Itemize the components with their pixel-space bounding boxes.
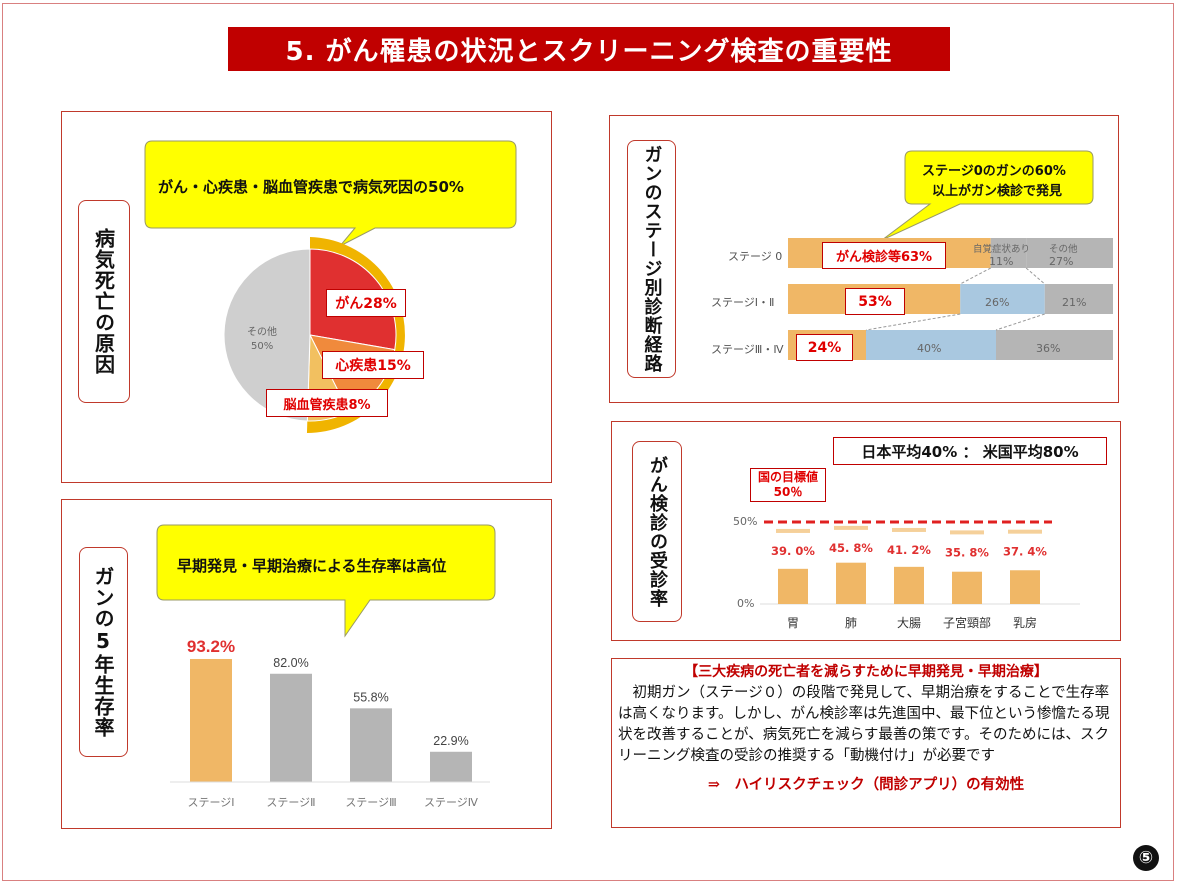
stage-r2-self-pct: 40%	[917, 342, 942, 355]
screening-bar-cap-0	[776, 528, 810, 533]
screening-bar-4	[1010, 570, 1040, 604]
pie-other-name: その他	[247, 327, 277, 338]
stage-bar-r0-other	[1026, 238, 1113, 268]
target-label-line1: 国の目標値	[757, 470, 818, 484]
stage-bar-r1-self	[960, 284, 1045, 314]
stage-r1-self-pct: 26%	[985, 296, 1010, 309]
stage-r2-other-pct: 36%	[1036, 342, 1061, 355]
screening-category-label-0: 胃	[787, 616, 799, 630]
stage-route-callout-shape	[881, 150, 1094, 241]
stage-header-self: 自覚症状あり	[973, 244, 1031, 255]
stage-connector-r1-0	[865, 313, 961, 331]
stage-row-2-label: ステージⅢ・Ⅳ	[711, 343, 784, 356]
survival-bar-2	[350, 708, 392, 782]
screening-value-label-3: 35. 8%	[945, 545, 989, 559]
target-label-box: 国の目標値 50％	[750, 468, 826, 502]
stage-connector-r0-0	[960, 267, 991, 285]
screening-value-label-2: 41. 2%	[887, 543, 931, 557]
stage-row-0-label: ステージ 0	[728, 250, 783, 263]
target-label-line2: 50％	[773, 485, 803, 499]
death-cause-callout-text: がん・心疾患・脳血管疾患で病気死因の50%	[158, 178, 464, 196]
survival-bar-1	[270, 673, 312, 782]
summary-heading: 【三大疾病の死亡者を減らすために早期発見・早期治療】	[684, 664, 1048, 680]
page-title: 5. がん罹患の状況とスクリーニング検査の重要性	[228, 27, 950, 71]
screening-category-label-1: 肺	[845, 616, 857, 630]
screening-bar-cap-4	[1008, 529, 1042, 534]
screening-category-label-2: 大腸	[897, 616, 921, 630]
death-cause-side-label-text: 病気死亡の原因	[91, 228, 116, 375]
stage-header-self-pct: 11%	[989, 255, 1014, 268]
stage-row-1-label: ステージⅠ・Ⅱ	[711, 296, 775, 309]
survival-category-label-0: ステージⅠ	[187, 796, 234, 809]
stage-bar-r2-self	[866, 330, 996, 360]
screening-bar-cap-1	[834, 525, 868, 530]
screening-ytick-50: 50%	[733, 515, 758, 528]
screening-bar-cap-3	[950, 530, 984, 535]
survival-category-label-3: ステージⅣ	[424, 796, 479, 809]
summary-body: 初期ガン（ステージ０）の段階で発見して、早期治療をすることで生存率は高くなります…	[618, 685, 1110, 764]
survival-callout-text: 早期発見・早期治療による生存率は高位	[177, 557, 447, 575]
survival-side-label-text: ガンの5年生存率	[91, 566, 115, 738]
screening-value-label-4: 37. 4%	[1003, 545, 1047, 559]
pie-brain-label: 脳血管疾患8%	[266, 389, 388, 417]
screening-rate-header: 日本平均40% ： 米国平均80%	[833, 437, 1107, 465]
pie-cancer-label: がん28%	[326, 289, 406, 317]
stage-bar-r0-self	[990, 238, 1027, 268]
stage-bar-r1-other	[1044, 284, 1113, 314]
screening-rate-side-label: がん検診の受診率	[632, 441, 682, 622]
screening-bar-3	[952, 571, 982, 604]
page-number-badge: ⑤	[1133, 845, 1159, 871]
stage-route-side-label: ガンのステージ別診断経路	[627, 140, 676, 378]
survival-bar-3	[430, 751, 472, 782]
screening-category-label-3: 子宮頸部	[943, 615, 991, 630]
screening-ytick-0: 0%	[737, 597, 755, 610]
stage-header-other-pct: 27%	[1049, 255, 1074, 268]
stage-r1-other-pct: 21%	[1062, 296, 1087, 309]
stage-r0-screen-label: がん検診等63%	[822, 242, 946, 269]
survival-bar-0	[190, 658, 232, 782]
survival-category-label-1: ステージⅡ	[266, 796, 315, 809]
screening-bar-0	[778, 568, 808, 604]
screening-bar-1	[836, 562, 866, 604]
death-cause-callout-shape	[144, 140, 517, 247]
screening-rate-bar-chart: 39. 0% 胃 45. 8% 肺 41. 2% 大腸 35. 8% 子宮頸部 37. 4% 乳房	[760, 520, 1080, 630]
screening-bar-2	[894, 566, 924, 604]
screening-rate-side-label-text: がん検診の受診率	[647, 455, 668, 608]
screening-value-label-1: 45. 8%	[829, 541, 873, 555]
survival-value-label-0: 93.2%	[187, 640, 235, 656]
stage-route-callout-line1: ステージ0のガンの60%	[922, 164, 1066, 179]
stage-r2-screen-label: 24%	[796, 334, 853, 361]
pie-heart-label: 心疾患15%	[322, 351, 424, 379]
summary-note: 【三大疾病の死亡者を減らすために早期発見・早期治療】 初期ガン（ステージ０）の段…	[611, 658, 1121, 828]
screening-value-label-0: 39. 0%	[771, 544, 815, 558]
survival-value-label-3: 22.9%	[433, 734, 468, 748]
stage-connector-r0-1	[1025, 267, 1046, 285]
survival-side-label: ガンの5年生存率	[79, 547, 128, 757]
stage-route-side-label-text: ガンのステージ別診断経路	[641, 145, 663, 373]
stage-r1-screen-label: 53%	[845, 288, 905, 315]
screening-category-label-4: 乳房	[1013, 615, 1037, 630]
survival-value-label-2: 55.8%	[353, 690, 388, 704]
survival-bar-chart: 93.2% ステージⅠ 82.0% ステージⅡ 55.8% ステージⅢ 22.9% ステージⅣ	[170, 640, 490, 809]
stage-bar-r2-other	[996, 330, 1113, 360]
pie-other-pct: 50%	[251, 341, 274, 352]
stage-route-callout-line2: 以上がガン検診で発見	[932, 184, 1063, 199]
survival-value-label-1: 82.0%	[273, 656, 308, 670]
stage-header-other: その他	[1049, 244, 1078, 255]
survival-category-label-2: ステージⅢ	[345, 796, 396, 809]
survival-callout-shape	[156, 524, 496, 638]
stage-connector-r1-1	[995, 313, 1045, 331]
death-cause-side-label: 病気死亡の原因	[78, 200, 130, 403]
summary-footer: ⇒ ハイリスクチェック（問診アプリ）の有効性	[707, 776, 1025, 793]
screening-bar-cap-2	[892, 527, 926, 532]
slide-frame	[2, 3, 1174, 881]
